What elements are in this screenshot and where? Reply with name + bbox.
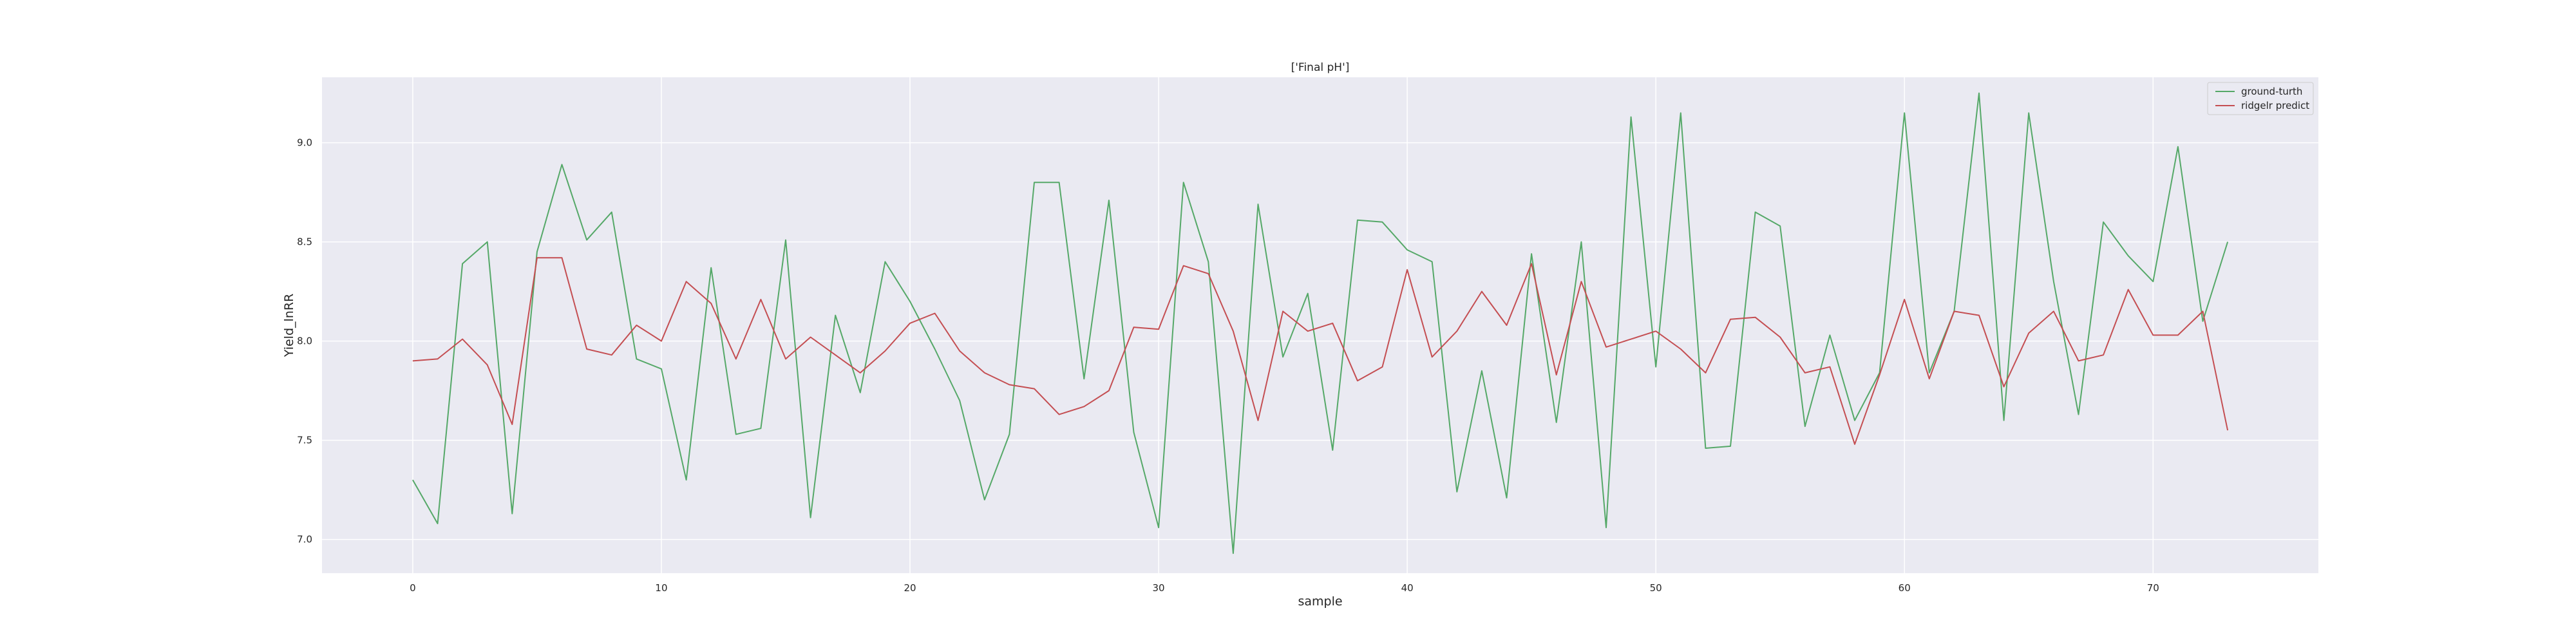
x-axis-label: sample — [1298, 594, 1342, 609]
legend-label-ridgelr-predict: ridgelr predict — [2241, 100, 2309, 111]
x-tick-label: 60 — [1899, 582, 1911, 594]
series-layer — [412, 92, 2229, 554]
y-tick-label: 8.0 — [297, 336, 312, 347]
x-tick-label: 0 — [410, 582, 416, 594]
legend-label-ground-turth: ground-turth — [2241, 86, 2302, 97]
chart-title: ['Final pH'] — [1291, 61, 1350, 74]
y-tick-label: 8.5 — [297, 236, 312, 248]
x-tick-label: 70 — [2147, 582, 2159, 594]
plot-area-background — [322, 77, 2318, 573]
legend: ground-turth ridgelr predict — [2207, 82, 2314, 115]
y-tick-label: 7.0 — [297, 534, 312, 545]
x-tick-label: 10 — [655, 582, 667, 594]
series-line-ridgelr-predict — [412, 257, 2229, 445]
x-tick-label: 20 — [904, 582, 916, 594]
legend-box — [2207, 82, 2314, 115]
y-tick-label: 9.0 — [297, 137, 312, 149]
series-line-ground-turth — [412, 92, 2229, 554]
grid — [322, 77, 2318, 573]
tick-labels: 0 10 20 30 40 50 60 70 7.0 7.5 8.0 8.5 9.0 — [297, 137, 2159, 594]
x-tick-label: 30 — [1153, 582, 1165, 594]
y-tick-label: 7.5 — [297, 435, 312, 446]
y-axis-label: Yield_lnRR — [282, 294, 296, 357]
x-tick-label: 40 — [1401, 582, 1414, 594]
x-tick-label: 50 — [1650, 582, 1662, 594]
